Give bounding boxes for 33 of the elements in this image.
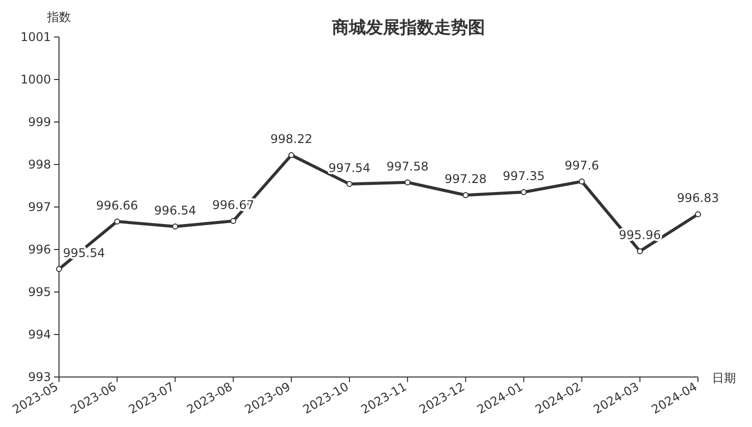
point	[462, 192, 469, 198]
y-tick-label: 997	[28, 200, 51, 214]
point	[288, 152, 294, 158]
y-tick-label: 995	[28, 285, 51, 299]
y-tick-label: 998	[28, 158, 51, 172]
chart-title: 商城发展指数走势图	[331, 18, 485, 38]
data-label: 997.6	[564, 158, 599, 172]
point	[230, 218, 236, 224]
data-label: 997.58	[386, 159, 429, 174]
point	[520, 189, 527, 196]
point	[172, 224, 178, 230]
point	[636, 248, 643, 254]
point	[346, 181, 352, 188]
data-label: 996.83	[677, 191, 719, 206]
point	[695, 211, 701, 218]
data-label: 997.35	[502, 169, 545, 184]
y-tick-label: 1000	[20, 72, 51, 86]
y-tick-label: 993	[28, 370, 51, 384]
y-axis-title: 指数	[46, 10, 71, 24]
y-tick-label: 999	[28, 115, 51, 129]
x-axis-title: 日期	[712, 371, 736, 385]
data-label: 997.54	[328, 161, 370, 176]
data-label: 996.54	[154, 204, 196, 218]
point	[404, 179, 411, 186]
y-tick-label: 996	[28, 242, 51, 256]
point	[56, 266, 62, 272]
point	[578, 178, 585, 184]
data-label: 998.22	[270, 132, 312, 146]
y-tick-label: 994	[28, 328, 51, 342]
data-label: 996.66	[96, 198, 138, 212]
point	[114, 218, 120, 224]
data-label: 997.28	[444, 172, 487, 186]
y-tick-label: 1001	[20, 30, 51, 44]
